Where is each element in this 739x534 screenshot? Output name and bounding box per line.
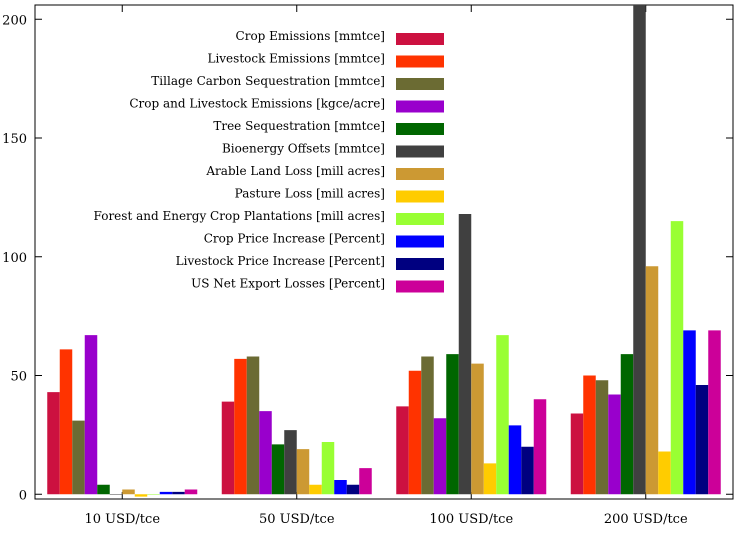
bar xyxy=(296,449,310,495)
bar xyxy=(309,484,322,495)
bar xyxy=(109,494,123,495)
bar xyxy=(496,335,509,495)
bar xyxy=(346,484,360,495)
y-tick-label: 0 xyxy=(19,488,27,503)
legend-swatch xyxy=(396,78,444,90)
x-tick-label: 10 USD/tce xyxy=(84,512,160,527)
x-tick-label: 100 USD/tce xyxy=(429,512,513,527)
legend: Crop Emissions [mmtce] Livestock Emission… xyxy=(94,29,444,293)
y-tick-label: 200 xyxy=(2,13,27,28)
legend-label: Crop and Livestock Emissions [kgce/acre] xyxy=(129,97,385,111)
legend-label: Tree Sequestration [mmtce] xyxy=(213,119,385,133)
bar xyxy=(47,392,60,495)
legend-label: Arable Land Loss [mill acres] xyxy=(205,164,385,178)
bar xyxy=(334,480,347,495)
bar xyxy=(595,380,609,495)
plot-frame xyxy=(34,4,734,500)
legend-swatch xyxy=(396,145,444,158)
legend-swatch xyxy=(396,213,444,225)
bar xyxy=(234,358,247,495)
legend-swatch xyxy=(396,190,444,203)
bar xyxy=(446,354,459,495)
y-tick-label: 150 xyxy=(2,132,27,147)
legend-swatch xyxy=(396,258,444,270)
bar xyxy=(122,489,135,495)
bar xyxy=(683,330,696,495)
bar xyxy=(433,418,447,495)
bar xyxy=(508,425,522,495)
legend-swatch xyxy=(396,123,444,135)
legend-swatch xyxy=(396,33,444,45)
y-tick-label: 100 xyxy=(2,251,27,266)
x-tick-label: 50 USD/tce xyxy=(259,512,335,527)
legend-swatch xyxy=(396,100,444,113)
bar xyxy=(458,214,472,495)
bar xyxy=(159,491,173,495)
legend-swatch xyxy=(396,168,444,180)
legend-label: Livestock Emissions [mmtce] xyxy=(207,52,385,66)
bar xyxy=(620,354,634,495)
bar xyxy=(670,221,684,495)
legend-label: US Net Export Losses [Percent] xyxy=(191,277,385,291)
bar xyxy=(421,356,434,495)
bar xyxy=(633,5,646,495)
bars xyxy=(47,5,721,497)
bar xyxy=(271,444,285,495)
legend-label: Bioenergy Offsets [mmtce] xyxy=(222,142,385,156)
bar xyxy=(396,406,409,495)
bar xyxy=(645,266,659,495)
bar xyxy=(521,446,534,495)
bar xyxy=(533,399,547,495)
legend-label: Pasture Loss [mill acres] xyxy=(235,187,385,201)
legend-swatch xyxy=(396,235,444,248)
y-tick-label: 50 xyxy=(10,370,27,385)
bar xyxy=(658,451,671,495)
legend-label: Livestock Price Increase [Percent] xyxy=(176,254,385,268)
bar xyxy=(321,442,335,495)
bar xyxy=(583,375,596,495)
bar xyxy=(570,413,584,495)
bar xyxy=(259,411,272,495)
legend-label: Crop Emissions [mmtce] xyxy=(236,29,385,43)
bar xyxy=(72,420,85,495)
bar xyxy=(97,484,110,495)
bar xyxy=(284,430,297,495)
bar xyxy=(471,363,484,495)
legend-label: Tillage Carbon Sequestration [mmtce] xyxy=(151,74,385,88)
bar xyxy=(134,494,148,497)
bar xyxy=(221,401,235,495)
bar xyxy=(708,330,721,495)
bar xyxy=(84,335,98,495)
bar xyxy=(695,385,709,495)
x-tick-label: 200 USD/tce xyxy=(604,512,688,527)
bar xyxy=(608,394,621,495)
legend-swatch xyxy=(396,55,444,68)
legend-label: Forest and Energy Crop Plantations [mill… xyxy=(94,209,385,223)
bar xyxy=(246,356,260,495)
legend-swatch xyxy=(396,280,444,293)
bar xyxy=(408,370,422,495)
y-axis: 0 50 100 150 200 xyxy=(2,13,733,503)
bar xyxy=(172,491,185,495)
bar xyxy=(59,349,73,495)
legend-label: Crop Price Increase [Percent] xyxy=(204,232,385,246)
bar xyxy=(147,494,160,495)
bar xyxy=(483,463,497,495)
bar xyxy=(184,489,198,495)
bar xyxy=(359,468,372,495)
